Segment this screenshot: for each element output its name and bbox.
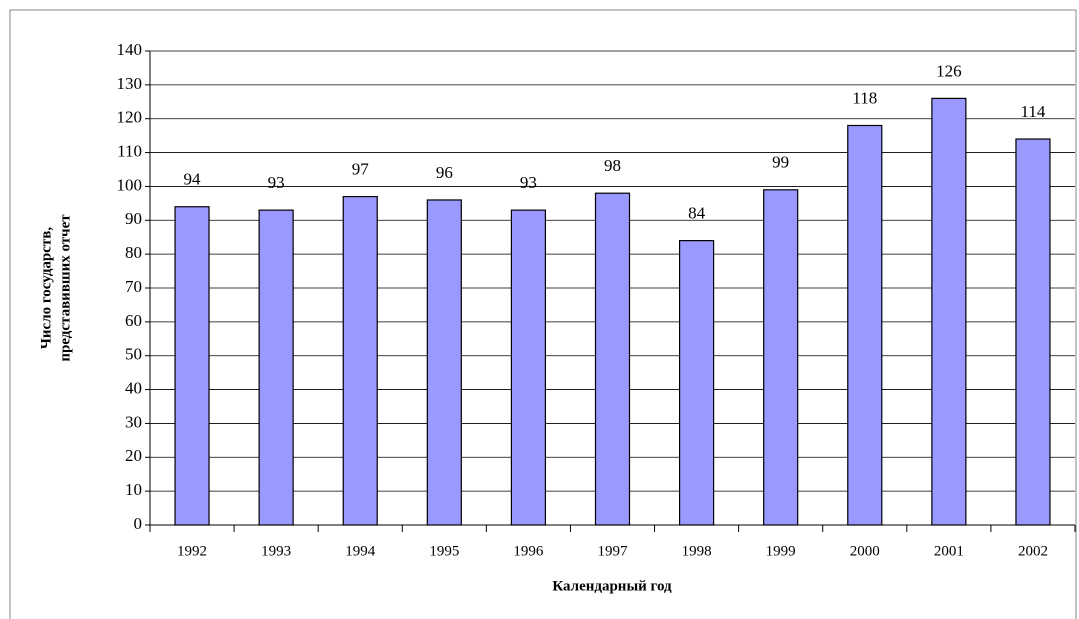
y-tick-label: 20 bbox=[125, 446, 142, 465]
x-tick-label: 2002 bbox=[1018, 543, 1048, 559]
bar bbox=[258, 209, 294, 526]
y-tick-label: 120 bbox=[117, 108, 143, 127]
x-axis-title: Календарный год bbox=[552, 578, 672, 594]
y-tick-label: 50 bbox=[125, 345, 142, 364]
bar bbox=[174, 206, 210, 526]
bar bbox=[931, 97, 967, 526]
data-label: 114 bbox=[1021, 102, 1046, 121]
y-tick-label: 60 bbox=[125, 311, 142, 330]
data-label: 126 bbox=[936, 61, 962, 80]
y-axis-title: представивших отчет bbox=[57, 214, 73, 362]
data-label: 84 bbox=[688, 204, 706, 223]
data-label: 93 bbox=[268, 173, 285, 192]
x-tick-label: 1998 bbox=[682, 543, 712, 559]
data-label: 99 bbox=[772, 153, 789, 172]
x-tick-label: 1992 bbox=[177, 543, 207, 559]
x-tick-label: 1999 bbox=[766, 543, 796, 559]
bar bbox=[426, 199, 462, 526]
y-tick-label: 0 bbox=[134, 514, 143, 533]
data-label: 118 bbox=[852, 88, 877, 107]
y-tick-label: 110 bbox=[117, 141, 142, 160]
bar bbox=[847, 124, 883, 526]
bar bbox=[594, 192, 631, 526]
x-tick-label: 1995 bbox=[429, 543, 459, 559]
x-tick-label: 2001 bbox=[934, 543, 964, 559]
y-tick-label: 30 bbox=[125, 412, 142, 431]
x-tick-label: 1997 bbox=[598, 543, 629, 559]
bar bbox=[510, 209, 547, 526]
data-label: 97 bbox=[352, 159, 370, 178]
x-tick-label: 1994 bbox=[345, 543, 376, 559]
y-axis-title: Число государств, bbox=[38, 227, 54, 349]
y-tick-label: 130 bbox=[117, 74, 143, 93]
data-label: 94 bbox=[184, 170, 202, 189]
x-tick-label: 1993 bbox=[261, 543, 291, 559]
bar bbox=[1015, 138, 1051, 526]
bar bbox=[678, 240, 715, 526]
y-tick-label: 10 bbox=[125, 480, 142, 499]
bar bbox=[342, 195, 378, 526]
data-label: 93 bbox=[520, 173, 537, 192]
y-tick-label: 140 bbox=[117, 40, 143, 59]
x-tick-label: 2000 bbox=[850, 543, 880, 559]
bar bbox=[763, 189, 799, 526]
y-tick-label: 80 bbox=[125, 243, 142, 262]
y-tick-label: 90 bbox=[125, 209, 142, 228]
y-tick-label: 70 bbox=[125, 277, 142, 296]
data-label: 98 bbox=[604, 156, 621, 175]
data-label: 96 bbox=[436, 163, 453, 182]
y-tick-label: 100 bbox=[117, 175, 143, 194]
y-tick-label: 40 bbox=[125, 378, 142, 397]
x-tick-label: 1996 bbox=[513, 543, 544, 559]
